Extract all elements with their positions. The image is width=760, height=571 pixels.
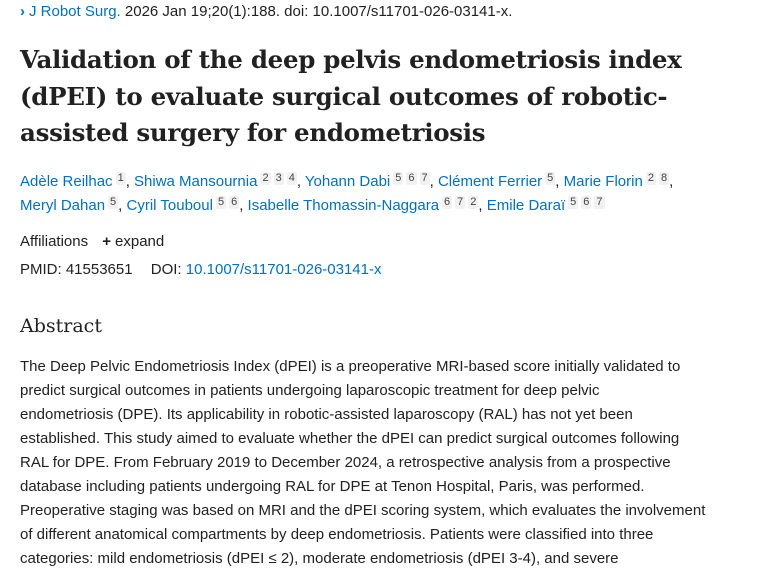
separator: , xyxy=(669,173,674,190)
author-link[interactable]: Meryl Dahan xyxy=(20,197,106,214)
affiliation-ref[interactable]: 2 xyxy=(645,172,656,185)
abstract-heading: Abstract xyxy=(20,315,102,337)
affiliation-ref[interactable]: 3 xyxy=(273,172,284,185)
affiliation-ref[interactable]: 1 xyxy=(115,172,126,185)
abstract-line: categories: mild endometriosis (dPEI ≤ 2… xyxy=(20,550,619,567)
affiliation-ref[interactable]: 6 xyxy=(581,196,592,209)
author-link[interactable]: Shiwa Mansournia xyxy=(134,173,258,190)
affiliation-ref[interactable]: 7 xyxy=(455,196,466,209)
expand-label: expand xyxy=(115,233,165,250)
citation-details: 2026 Jan 19;20(1):188. doi: 10.1007/s117… xyxy=(124,3,513,20)
doi-label: DOI: xyxy=(150,261,182,278)
author-link[interactable]: Emile Daraï xyxy=(486,197,566,214)
author-line: Meryl Dahan 5, Cyril Touboul 5 6, Isabelle … xyxy=(20,194,673,218)
affiliation-ref[interactable]: 6 xyxy=(406,172,417,185)
doi-link[interactable]: 10.1007/s11701-026-03141-x xyxy=(185,261,382,278)
author-link[interactable]: Cyril Touboul xyxy=(126,197,213,214)
affiliation-ref[interactable]: 4 xyxy=(286,172,297,185)
abstract-text: The Deep Pelvic Endometriosis Index (dPE… xyxy=(20,355,705,571)
affiliation-ref[interactable]: 2 xyxy=(260,172,271,185)
author-link[interactable]: Isabelle Thomassin-Naggara xyxy=(247,197,440,214)
affiliation-ref[interactable]: 5 xyxy=(393,172,404,185)
separator: , xyxy=(118,197,127,214)
pmid-label: PMID: xyxy=(20,261,62,278)
affiliation-ref[interactable]: 2 xyxy=(468,196,479,209)
journal-link[interactable]: J Robot Surg. xyxy=(29,3,121,20)
abstract-line: of different anatomical compartments by … xyxy=(20,526,654,543)
abstract-line: RAL for DPE. From February 2019 to Decem… xyxy=(20,454,671,471)
affiliations: Affiliations + expand xyxy=(20,233,164,250)
abstract-line: predict surgical outcomes in patients un… xyxy=(20,382,600,399)
author-link[interactable]: Adèle Reilhac xyxy=(20,173,113,190)
author-list: Adèle Reilhac 1, Shiwa Mansournia 2 3 4, Yoh… xyxy=(20,170,673,218)
separator: , xyxy=(478,197,487,214)
abstract-line: Preoperative staging was based on MRI an… xyxy=(20,502,706,519)
author-link[interactable]: Clément Ferrier xyxy=(437,173,543,190)
affiliations-label: Affiliations xyxy=(20,233,89,250)
affiliation-ref[interactable]: 6 xyxy=(442,196,453,209)
chevron-right-icon[interactable]: › xyxy=(20,3,25,20)
abstract-line: established. This study aimed to evaluat… xyxy=(20,430,680,447)
author-line: Adèle Reilhac 1, Shiwa Mansournia 2 3 4, Yoh… xyxy=(20,170,673,194)
identifiers: PMID: 41553651 DOI: 10.1007/s11701-026-0… xyxy=(20,261,382,278)
page-title: Validation of the deep pelvis endometrio… xyxy=(20,45,682,147)
affiliation-ref[interactable]: 5 xyxy=(108,196,119,209)
affiliation-ref[interactable]: 6 xyxy=(229,196,240,209)
plus-icon: + xyxy=(102,233,112,250)
separator: , xyxy=(296,173,305,190)
abstract-line: endometriosis (DPE). Its applicability i… xyxy=(20,406,633,423)
separator: , xyxy=(555,173,564,190)
separator: , xyxy=(125,173,135,190)
author-link[interactable]: Marie Florin xyxy=(563,173,643,190)
author-link[interactable]: Yohann Dabi xyxy=(304,173,391,190)
affiliation-ref[interactable]: 7 xyxy=(419,172,430,185)
pmid-value: 41553651 xyxy=(65,261,133,278)
affiliations-expand-button[interactable]: + expand xyxy=(92,233,164,250)
abstract-line: The Deep Pelvic Endometriosis Index (dPE… xyxy=(20,358,681,375)
affiliation-ref[interactable]: 5 xyxy=(545,172,556,185)
affiliation-ref[interactable]: 5 xyxy=(568,196,579,209)
citation: › J Robot Surg. 2026 Jan 19;20(1):188. do… xyxy=(20,3,512,20)
affiliation-ref[interactable]: 7 xyxy=(594,196,605,209)
separator: , xyxy=(429,173,438,190)
affiliation-ref[interactable]: 8 xyxy=(658,172,670,185)
separator: , xyxy=(239,197,248,214)
affiliation-ref[interactable]: 5 xyxy=(215,196,227,209)
abstract-line: database including patients undergoing R… xyxy=(20,478,645,495)
